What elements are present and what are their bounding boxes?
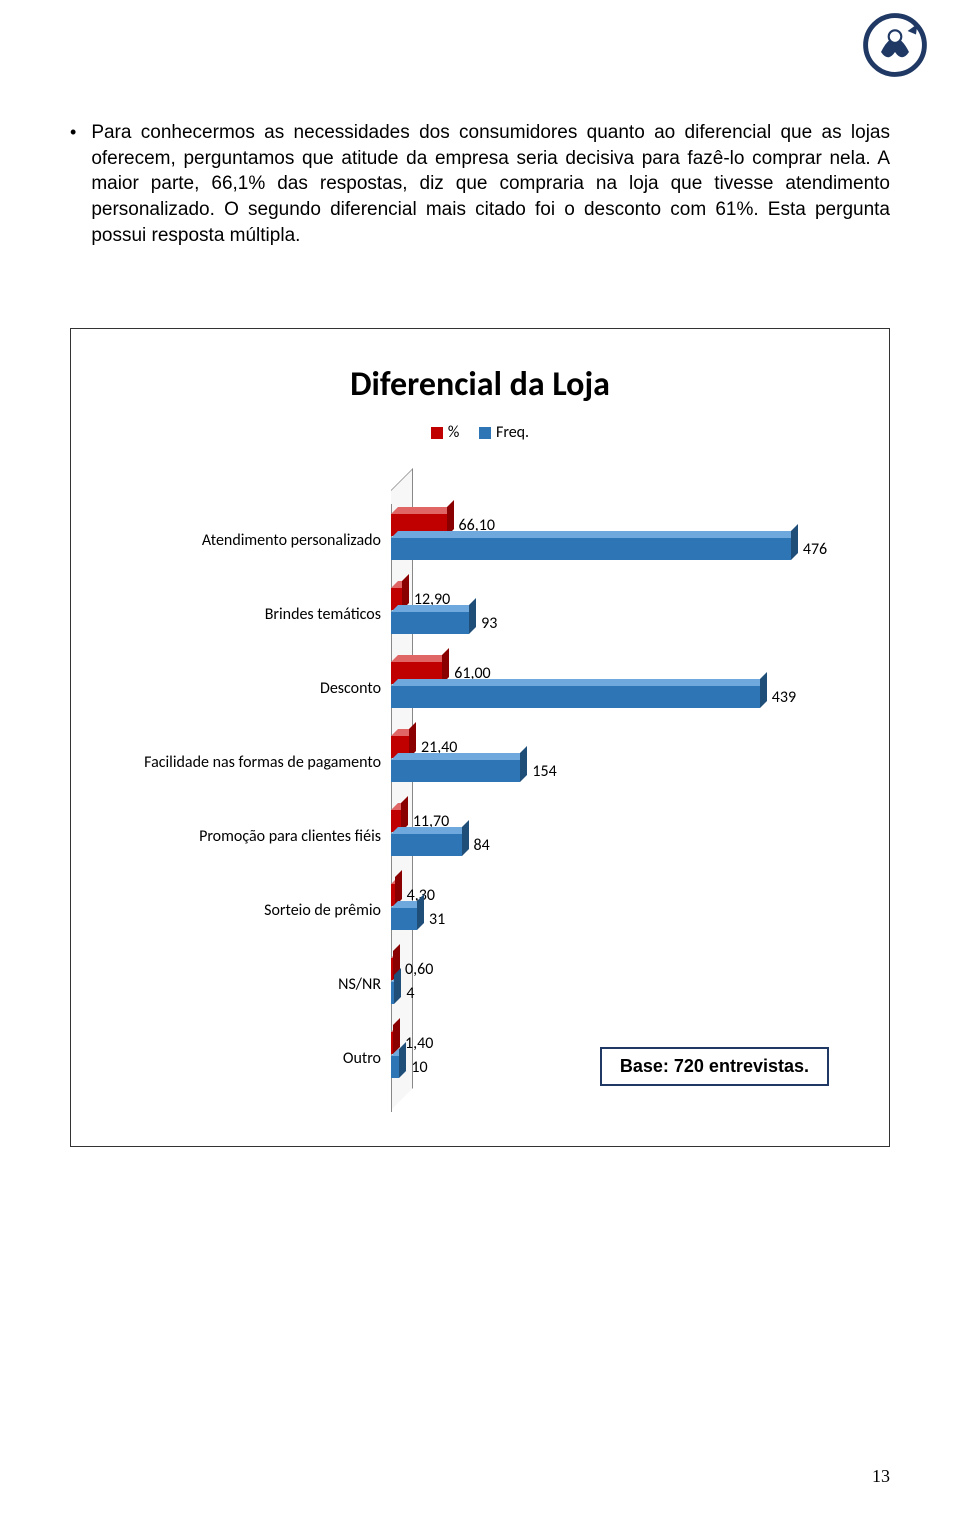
paragraph-text: Para conhecermos as necessidades dos con… (91, 120, 890, 248)
bar-freq-value: 10 (411, 1058, 427, 1077)
chart-container: Diferencial da Loja % Freq. Atendimento … (70, 328, 890, 1147)
bar-freq: 4 (391, 982, 394, 1004)
bar-pct: 4,30 (391, 884, 395, 906)
bar-group: 12,9093 (391, 578, 849, 652)
bar-pct-value: 1,40 (405, 1034, 433, 1053)
bar-group: 0,60 4 (391, 948, 849, 1022)
chart-plot: 66,1047612,909361,0043921,4015411,70844,… (391, 504, 849, 1096)
bar-freq: 10 (391, 1056, 399, 1078)
category-labels: Atendimento personalizadoBrindes temátic… (111, 504, 391, 1096)
base-note: Base: 720 entrevistas. (600, 1047, 829, 1086)
bar-freq-value: 84 (474, 836, 490, 855)
chart-legend: % Freq. (111, 423, 849, 444)
category-label: Atendimento personalizado (111, 504, 391, 578)
category-label: NS/NR (111, 948, 391, 1022)
legend-label-freq: Freq. (496, 423, 529, 442)
legend-item-freq: Freq. (479, 423, 529, 442)
bar-pct: 0,60 (391, 958, 393, 980)
bar-freq-value: 439 (772, 688, 796, 707)
bar-freq-value: 4 (406, 984, 414, 1003)
bar-freq-value: 93 (481, 614, 497, 633)
bar-group: 66,10476 (391, 504, 849, 578)
bar-freq: 476 (391, 538, 791, 560)
category-label: Promoção para clientes fiéis (111, 800, 391, 874)
bar-freq: 31 (391, 908, 417, 930)
chart-title: Diferencial da Loja (111, 364, 849, 405)
bar-pct: 1,40 (391, 1032, 393, 1054)
category-label: Sorteio de prêmio (111, 874, 391, 948)
page-number: 13 (872, 1466, 890, 1487)
chart-body: Atendimento personalizadoBrindes temátic… (111, 504, 849, 1096)
bar-group: 4,30 31 (391, 874, 849, 948)
bar-freq: 84 (391, 834, 462, 856)
category-label: Desconto (111, 652, 391, 726)
bar-pct-value: 0,60 (405, 960, 433, 979)
legend-label-pct: % (448, 423, 459, 442)
legend-swatch-pct (431, 427, 443, 439)
bullet-icon: • (70, 122, 76, 248)
bar-freq: 439 (391, 686, 760, 708)
legend-item-pct: % (431, 423, 459, 442)
bar-freq-value: 31 (429, 910, 445, 929)
bar-freq: 93 (391, 612, 469, 634)
category-label: Brindes temáticos (111, 578, 391, 652)
category-label: Outro (111, 1022, 391, 1096)
bar-freq: 154 (391, 760, 520, 782)
paragraph-block: • Para conhecermos as necessidades dos c… (70, 120, 890, 248)
bar-group: 21,40154 (391, 726, 849, 800)
category-label: Facilidade nas formas de pagamento (111, 726, 391, 800)
bar-freq-value: 154 (532, 762, 556, 781)
bar-freq-value: 476 (803, 540, 827, 559)
bar-group: 11,7084 (391, 800, 849, 874)
legend-swatch-freq (479, 427, 491, 439)
bar-group: 61,00439 (391, 652, 849, 726)
header-logo (860, 10, 930, 80)
